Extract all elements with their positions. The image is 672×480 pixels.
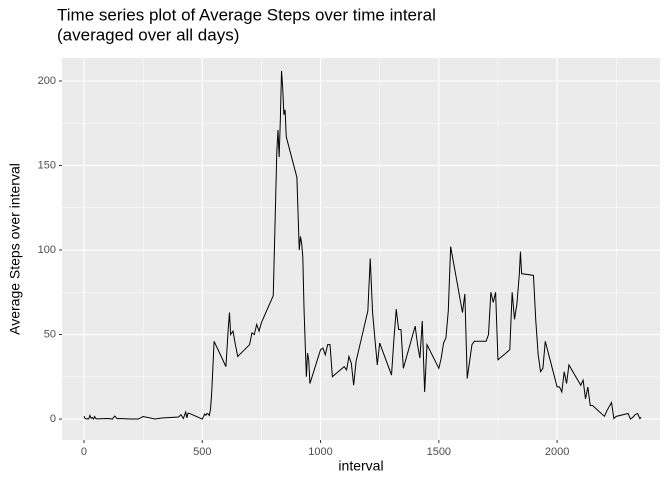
x-tick-label: 1000 [308, 446, 332, 458]
y-tick-label: 200 [38, 75, 56, 87]
x-tick-label: 1500 [427, 446, 451, 458]
chart-title: (averaged over all days) [57, 25, 239, 44]
chart-title: Time series plot of Average Steps over t… [57, 5, 436, 24]
y-axis-label: Average Steps over interval [7, 163, 23, 335]
y-tick-label: 0 [50, 413, 56, 425]
data-line [83, 70, 642, 420]
y-tick-label: 50 [44, 328, 56, 340]
plot-panel [62, 58, 660, 440]
y-tick-label: 100 [38, 244, 56, 256]
x-tick-label: 0 [81, 446, 87, 458]
x-tick-label: 500 [193, 446, 211, 458]
x-axis-label: interval [338, 458, 383, 474]
x-tick-label: 2000 [545, 446, 569, 458]
y-tick-label: 150 [38, 159, 56, 171]
